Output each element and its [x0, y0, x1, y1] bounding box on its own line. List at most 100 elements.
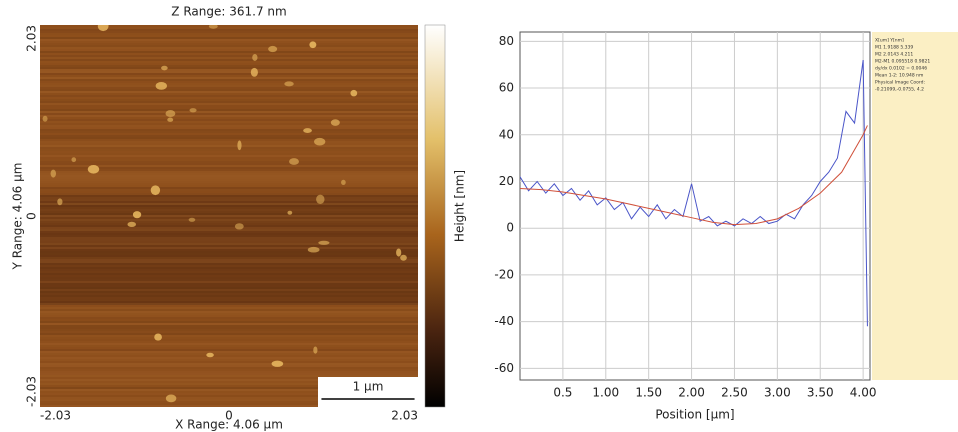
scan-line	[40, 127, 418, 129]
particle	[234, 223, 244, 230]
scan-line	[40, 293, 418, 295]
info-line: Mean 1-2: 10.948 nm	[875, 73, 923, 79]
scan-line	[40, 33, 418, 35]
scan-line	[40, 81, 418, 83]
scan-line	[40, 375, 418, 377]
scan-line	[40, 109, 418, 111]
scan-line	[40, 345, 418, 347]
scan-line	[40, 185, 418, 187]
scale-bar-label: 1 µm	[353, 380, 384, 394]
scan-line	[40, 67, 418, 69]
particle	[154, 333, 162, 341]
particle	[155, 81, 167, 90]
particle	[161, 65, 168, 71]
scan-line	[40, 177, 418, 179]
scan-line	[40, 139, 418, 141]
scan-line	[40, 219, 418, 221]
scan-line	[40, 367, 418, 369]
scan-line	[40, 89, 418, 91]
scan-line	[40, 165, 418, 167]
particle	[132, 211, 142, 219]
dark-band	[40, 195, 418, 305]
scan-line	[40, 387, 418, 389]
scan-line	[40, 117, 418, 119]
scan-line	[40, 307, 418, 309]
scan-line	[40, 29, 418, 31]
scan-line	[40, 357, 418, 359]
scan-line	[40, 45, 418, 47]
scan-line	[40, 247, 418, 249]
plot-area	[519, 31, 871, 381]
scan-line	[40, 131, 418, 133]
scan-line	[40, 93, 418, 95]
scan-line	[40, 327, 418, 329]
scan-line	[40, 379, 418, 381]
scan-line	[40, 223, 418, 225]
scan-line	[40, 111, 418, 113]
scan-line	[40, 235, 418, 237]
scan-line	[40, 143, 418, 145]
y-tick-label: 0	[25, 212, 39, 220]
scan-line	[40, 179, 418, 181]
scan-line	[40, 27, 418, 29]
scan-line	[40, 73, 418, 75]
particle	[50, 169, 57, 178]
scan-line	[40, 157, 418, 159]
scan-line	[40, 335, 418, 337]
scan-line	[40, 53, 418, 55]
scan-line	[40, 167, 418, 169]
scan-line	[40, 313, 418, 315]
x-tick-label: 1.00	[592, 386, 619, 400]
scan-line	[40, 257, 418, 259]
scan-line	[40, 283, 418, 285]
scan-line	[40, 187, 418, 189]
info-line: -0.21099,-0.0755, 4.2	[875, 87, 924, 93]
scan-line	[40, 245, 418, 247]
scan-line	[40, 61, 418, 63]
x-axis-label: X Range: 4.06 µm	[175, 418, 283, 432]
scan-line	[40, 241, 418, 243]
scan-line	[40, 141, 418, 143]
scan-line	[40, 251, 418, 253]
y-tick-label: -2.03	[25, 376, 39, 407]
scan-line	[40, 381, 418, 383]
scan-line	[40, 161, 418, 163]
x-tick-label: 1.50	[635, 386, 662, 400]
scan-line	[40, 63, 418, 65]
scan-line	[40, 315, 418, 317]
particle	[313, 346, 318, 354]
scan-line	[40, 203, 418, 205]
particle	[341, 179, 346, 186]
scan-line	[40, 147, 418, 149]
particle	[316, 194, 325, 204]
scan-line	[40, 229, 418, 231]
image-title: Z Range: 361.7 nm	[171, 5, 286, 19]
scan-line	[40, 325, 418, 327]
scan-line	[40, 365, 418, 367]
scan-line	[40, 121, 418, 123]
scan-line	[40, 105, 418, 107]
scan-line	[40, 333, 418, 335]
scan-line	[40, 59, 418, 61]
scan-line	[40, 271, 418, 273]
scan-line	[40, 337, 418, 339]
scan-line	[40, 95, 418, 97]
scan-line	[40, 321, 418, 323]
particle	[237, 140, 242, 151]
scan-line	[40, 171, 418, 173]
particle	[396, 248, 402, 257]
x-tick-label: -2.03	[40, 409, 71, 423]
info-panel	[872, 32, 958, 380]
scan-line	[40, 123, 418, 125]
particle	[287, 210, 293, 215]
info-line: X[um] Y[nm]	[875, 38, 904, 44]
y-tick-label: -40	[494, 314, 514, 328]
scan-line	[40, 49, 418, 51]
scan-line	[40, 301, 418, 303]
x-tick-label: 0.5	[553, 386, 572, 400]
scale-bar-box	[318, 377, 418, 407]
scan-line	[40, 107, 418, 109]
profile-line	[520, 59, 868, 327]
scan-line	[40, 255, 418, 257]
